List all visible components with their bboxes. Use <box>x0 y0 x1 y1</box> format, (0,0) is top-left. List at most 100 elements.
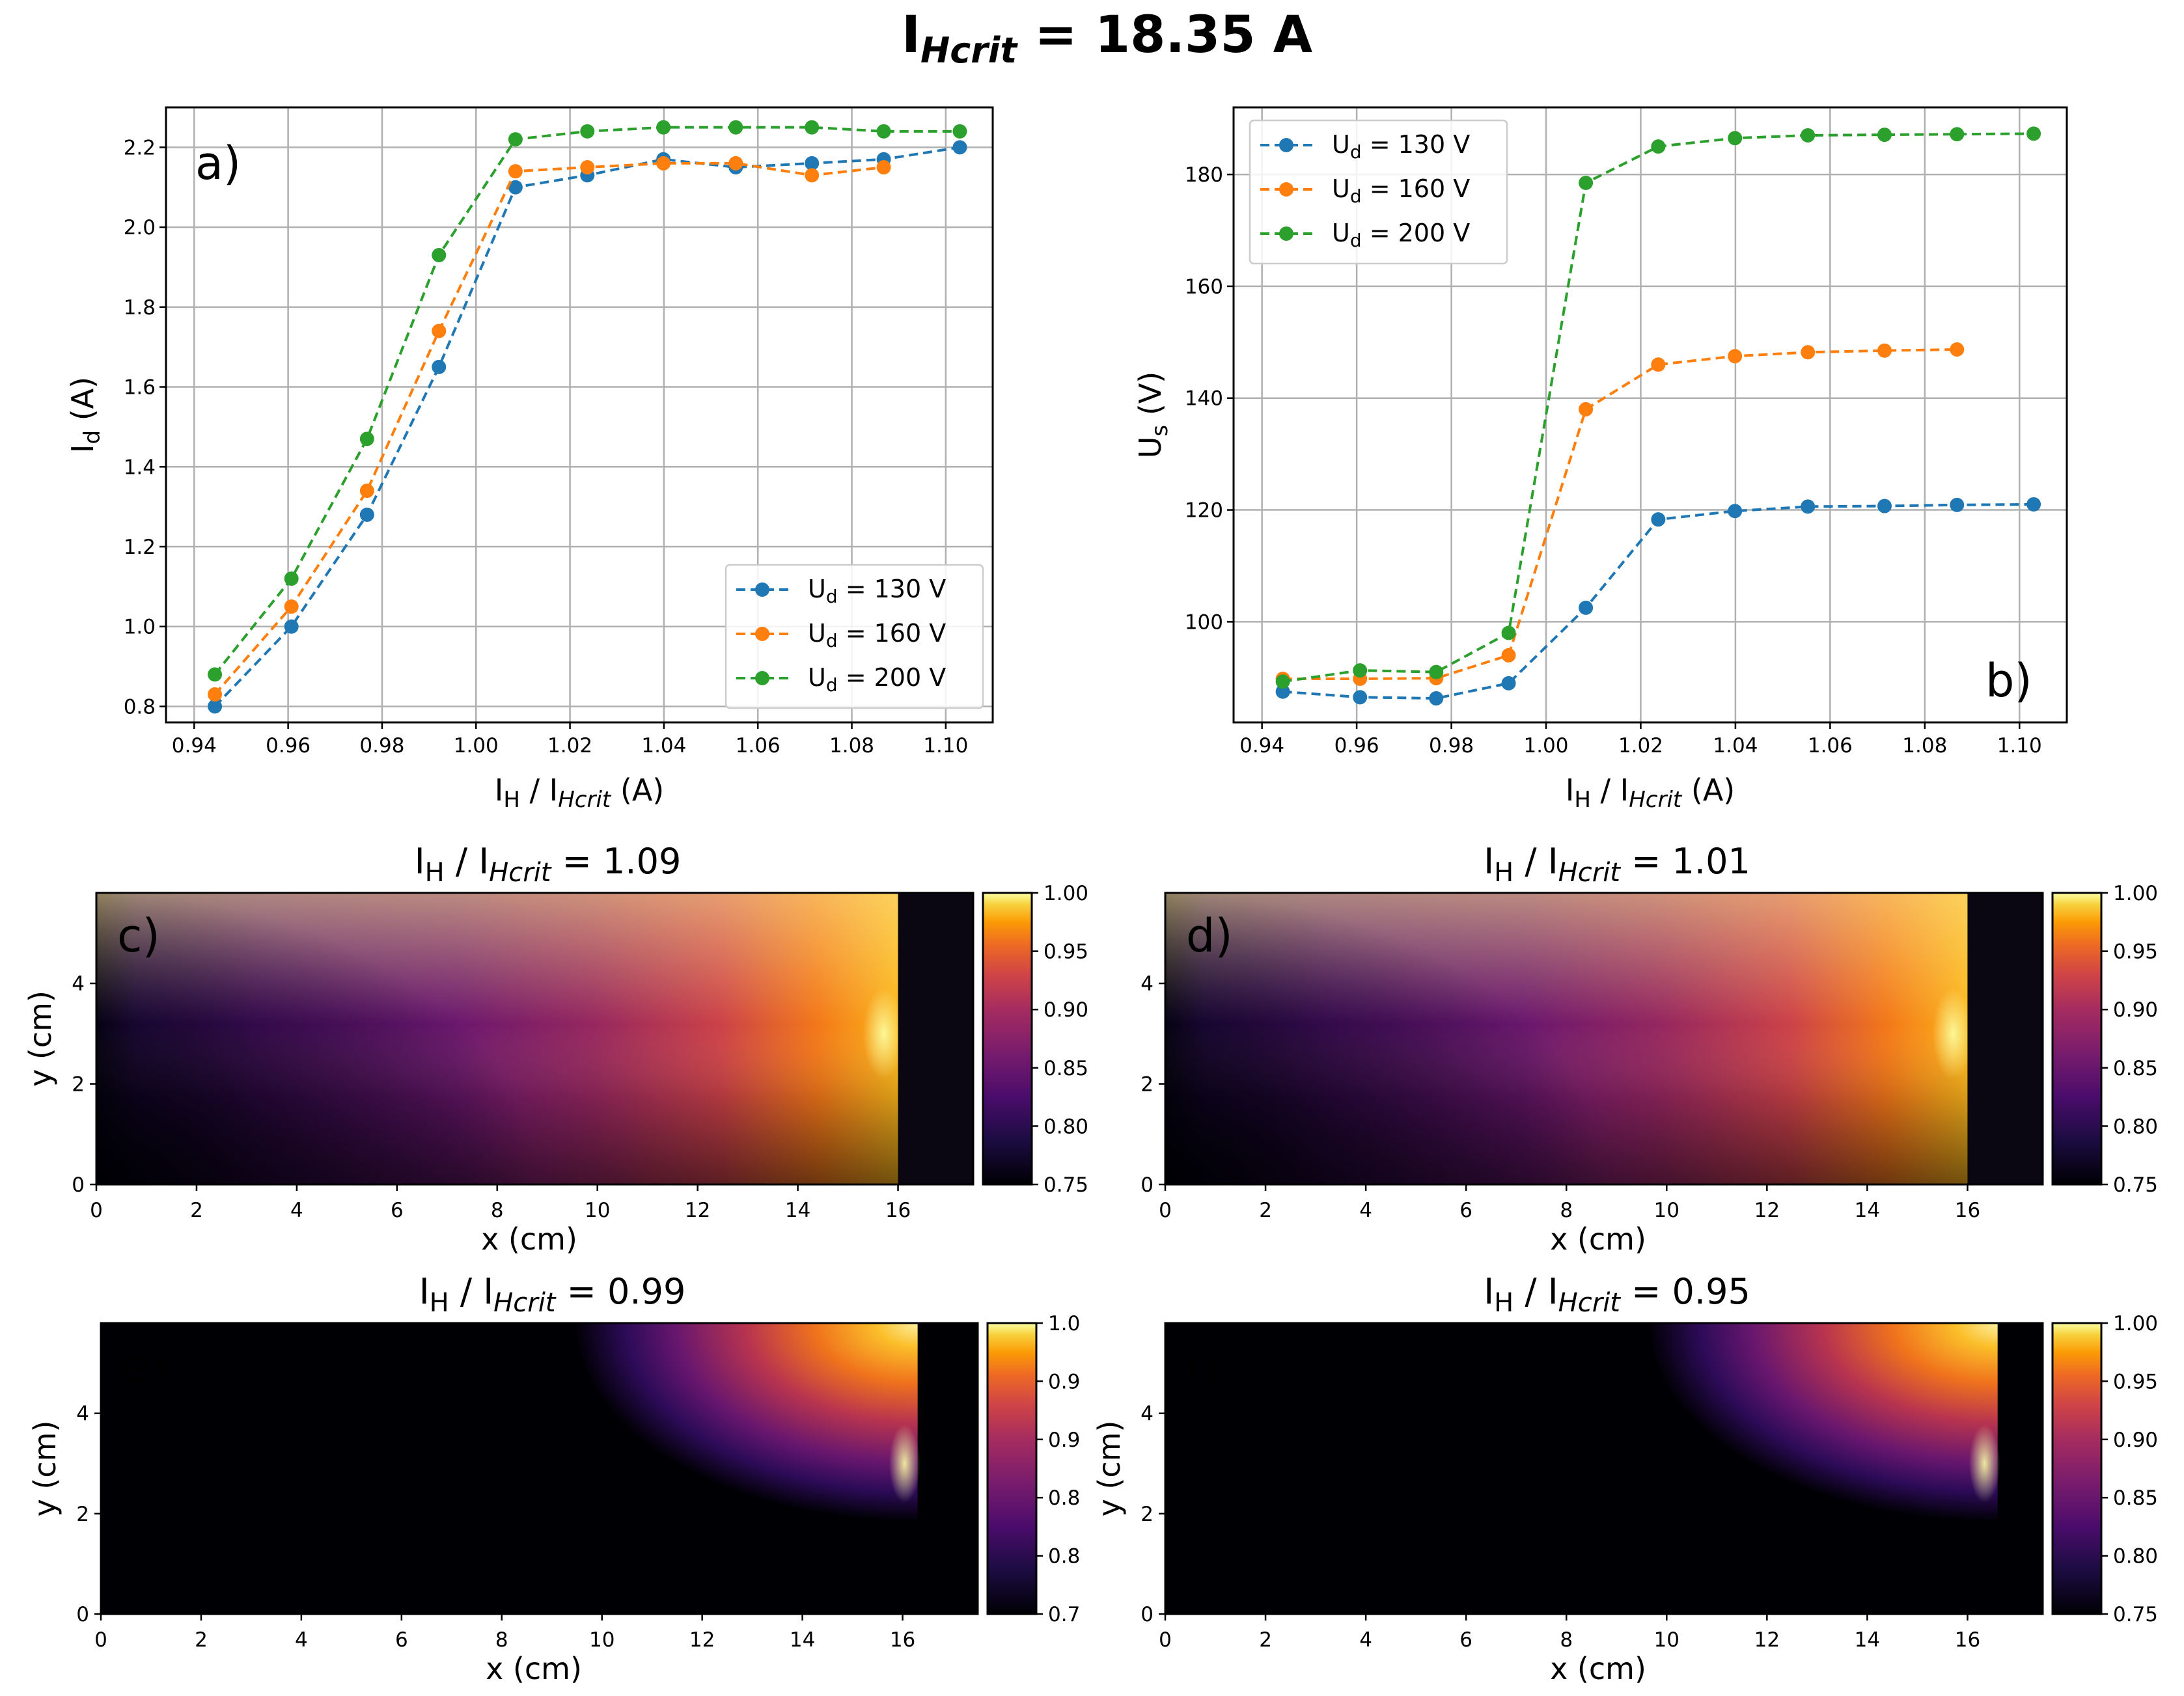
data-point <box>1275 684 1290 699</box>
heatmap-left-dark <box>96 893 538 1184</box>
data-point <box>1801 345 1816 360</box>
data-point <box>1579 402 1594 417</box>
legend-marker <box>755 627 769 641</box>
data-point <box>1353 663 1368 678</box>
x-tick-label: 14 <box>1855 1628 1880 1652</box>
colorbar-frame <box>986 1322 1038 1615</box>
series-line-1 <box>214 161 884 696</box>
x-tick-label: 10 <box>1654 1199 1679 1222</box>
legend-label: Ud = 130 V <box>808 575 946 607</box>
x-tick-label: 0.94 <box>1239 734 1284 758</box>
colorbar <box>2053 1323 2101 1614</box>
colorbar-tick-label: 0.90 <box>2113 998 2158 1022</box>
panel-label: d) <box>1186 909 1233 963</box>
y-tick-label: 2.2 <box>124 136 156 159</box>
data-point <box>728 156 743 171</box>
colorbar-tick-label: 0.75 <box>1044 1173 1088 1197</box>
heatmap-hotspot <box>889 1424 920 1503</box>
heatmap-title: IH / IHcrit = 0.95 <box>1484 1271 1750 1318</box>
data-point <box>580 160 595 175</box>
x-tick-label: 0.96 <box>1334 734 1379 758</box>
x-tick-label: 8 <box>1560 1628 1573 1652</box>
x-axis-label: IH / IHcrit (A) <box>1566 773 1735 813</box>
colorbar-tick-label: 0.90 <box>1044 998 1088 1022</box>
y-tick-label: 1.4 <box>124 456 156 479</box>
colorbar-frame <box>982 892 1033 1186</box>
data-point <box>508 164 523 179</box>
y-tick-label: 4 <box>72 972 85 996</box>
colorbar-tick-label: 0.80 <box>2113 1115 2158 1138</box>
y-tick-label: 2 <box>1140 1073 1154 1097</box>
x-tick-label: 16 <box>885 1199 911 1222</box>
data-point <box>1651 357 1666 372</box>
x-tick-label: 1.02 <box>547 734 592 758</box>
x-tick-label: 14 <box>785 1199 810 1222</box>
data-point <box>432 248 447 263</box>
colorbar-frame <box>2051 892 2103 1186</box>
data-point <box>1501 648 1516 663</box>
plot-frame <box>1164 1322 2044 1615</box>
data-point <box>1429 691 1444 706</box>
legend-label: Ud = 160 V <box>808 619 946 651</box>
data-point <box>1353 690 1368 705</box>
colorbar <box>988 1323 1036 1614</box>
panel-a-current-chart: 0.94 0.96 0.98 1.00 1.02 1.04 1.06 1.08 1.10 0.8 1… <box>65 106 994 813</box>
x-tick-label: 16 <box>890 1628 915 1652</box>
x-tick-label: 10 <box>585 1199 610 1222</box>
colorbar-tick-label: 0.90 <box>2113 1429 2158 1452</box>
x-axis-label: IH / IHcrit (A) <box>495 773 664 813</box>
x-tick-label: 0 <box>1159 1199 1172 1222</box>
data-point <box>876 160 891 175</box>
data-point <box>1579 175 1594 190</box>
heatmap-edge-region <box>898 893 973 1184</box>
y-axis-label: y (cm) <box>27 1421 62 1517</box>
x-tick-label: 1.10 <box>923 734 968 758</box>
y-tick-label: 4 <box>1140 972 1154 996</box>
y-tick-label: 0 <box>76 1603 89 1626</box>
x-tick-label: 12 <box>689 1628 715 1652</box>
legend-label: Ud = 130 V <box>1332 130 1470 163</box>
legend-marker <box>1279 182 1293 197</box>
heatmap-corner-glow <box>1648 1323 1998 1522</box>
data-point <box>1801 499 1816 514</box>
y-tick-label: 1.2 <box>124 536 156 559</box>
data-point <box>1877 343 1892 358</box>
x-tick-label: 1.06 <box>1808 734 1853 758</box>
y-tick-label: 1.8 <box>124 296 156 320</box>
x-tick-label: 1.04 <box>1713 734 1758 758</box>
colorbar-tick-label: 0.95 <box>2113 1370 2158 1393</box>
panel-e-heatmap: 0 2 4 6 8 10 12 14 16 0 2 4 e) x (cm) y (cm) IH / IHcri… <box>27 1271 1080 1686</box>
x-tick-label: 1.08 <box>829 734 874 758</box>
legend-box <box>725 564 984 709</box>
data-point <box>284 619 299 634</box>
colorbar-tick-label: 0.9 <box>1048 1370 1080 1393</box>
y-tick-label: 2 <box>76 1503 89 1526</box>
x-tick-label: 16 <box>1955 1199 1980 1222</box>
colorbar-tick-label: 1.00 <box>1044 882 1088 905</box>
x-tick-label: 2 <box>190 1199 203 1222</box>
data-point <box>1579 600 1594 615</box>
x-tick-label: 14 <box>1855 1199 1880 1222</box>
y-axis-label: Id (A) <box>65 377 105 453</box>
y-axis-label: y (cm) <box>1092 1421 1127 1517</box>
colorbar-frame <box>2051 1322 2103 1615</box>
colorbar-tick-label: 1.00 <box>2113 882 2158 905</box>
heatmap-corner-glow <box>574 1323 918 1522</box>
x-tick-label: 8 <box>495 1628 508 1652</box>
x-tick-label: 2 <box>1259 1628 1272 1652</box>
x-tick-label: 0 <box>94 1628 107 1652</box>
colorbar-tick-label: 1.00 <box>2113 1312 2158 1335</box>
x-tick-label: 0.94 <box>172 734 217 758</box>
y-tick-label: 0 <box>72 1173 85 1197</box>
data-point <box>284 599 299 614</box>
plot-frame <box>100 1322 979 1615</box>
data-point <box>208 699 223 714</box>
colorbar-tick-label: 0.8 <box>1048 1545 1080 1568</box>
colorbar-tick-label: 0.85 <box>1044 1057 1088 1080</box>
colorbar-tick-label: 0.95 <box>2113 940 2158 964</box>
data-point <box>1501 625 1516 640</box>
panel-label: c) <box>117 909 160 963</box>
figure-title: IHcrit = 18.35 A <box>902 6 1312 71</box>
x-tick-label: 4 <box>295 1628 308 1652</box>
y-tick-label: 1.0 <box>124 616 156 639</box>
